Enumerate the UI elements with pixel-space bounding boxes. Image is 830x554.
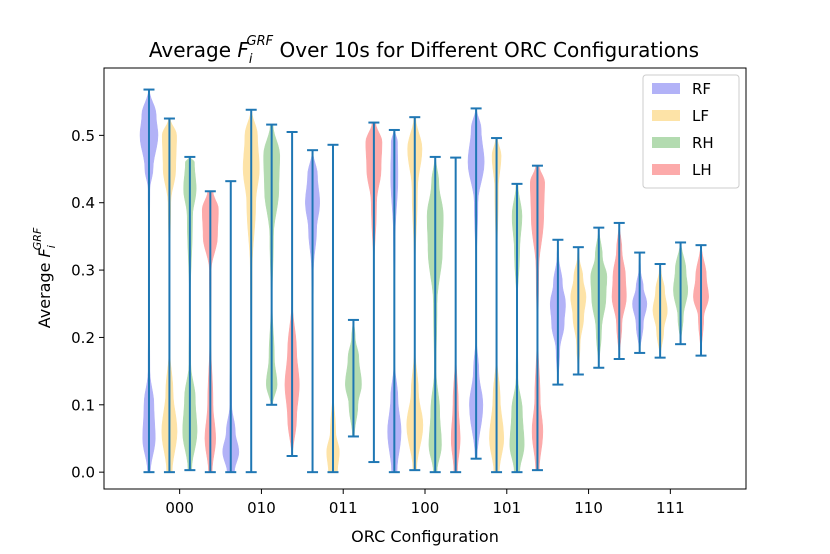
series-lf	[161, 108, 668, 474]
legend-swatch-rh	[652, 137, 680, 148]
title-prefix: Average	[149, 38, 238, 62]
title-subscript: i	[249, 52, 253, 67]
legend-swatch-lf	[652, 110, 680, 121]
y-tick-label: 0.0	[71, 464, 95, 482]
x-tick-label: 111	[656, 499, 685, 517]
series-rf	[139, 88, 648, 474]
plot-area	[139, 88, 709, 474]
ylabel-prefix: Average	[35, 257, 54, 328]
title-symbol: F	[237, 38, 249, 62]
y-tick-label: 0.4	[71, 194, 95, 212]
ylabel-superscript: GRF	[31, 227, 44, 250]
legend-label-rh: RH	[692, 134, 714, 152]
x-tick-label: 010	[247, 499, 276, 517]
x-tick-label: 110	[574, 499, 603, 517]
x-tick-label: 101	[492, 499, 521, 517]
y-tick-label: 0.5	[71, 127, 95, 145]
x-axis-label: ORC Configuration	[351, 527, 499, 546]
legend-label-lh: LH	[692, 161, 712, 179]
series-rh	[182, 123, 689, 474]
legend-label-rf: RF	[692, 80, 711, 98]
ylabel-symbol: F	[35, 247, 54, 257]
ylabel-subscript: i	[45, 245, 58, 248]
legend-box	[642, 74, 740, 189]
legend: RF LF RH LH	[642, 74, 740, 189]
title-suffix: Over 10s for Different ORC Configuration…	[273, 38, 699, 62]
y-axis-label: Average FiGRF	[31, 227, 58, 328]
legend-label-lf: LF	[692, 107, 709, 125]
y-tick-label: 0.2	[71, 329, 95, 347]
chart-title: Average Fi GRF Over 10s for Different ORC…	[149, 34, 699, 67]
legend-swatch-lh	[652, 164, 680, 175]
x-tick-label: 100	[411, 499, 440, 517]
series-lh	[201, 121, 709, 474]
legend-swatch-rf	[652, 83, 680, 94]
title-superscript: GRF	[247, 34, 274, 49]
x-tick-label: 011	[329, 499, 358, 517]
y-axis: 0.0 0.1 0.2 0.3 0.4 0.5	[71, 127, 104, 482]
x-tick-label: 000	[165, 499, 194, 517]
x-axis: 000 010 011 100 101 110 111	[165, 489, 685, 517]
y-tick-label: 0.3	[71, 262, 95, 280]
y-tick-label: 0.1	[71, 396, 95, 414]
